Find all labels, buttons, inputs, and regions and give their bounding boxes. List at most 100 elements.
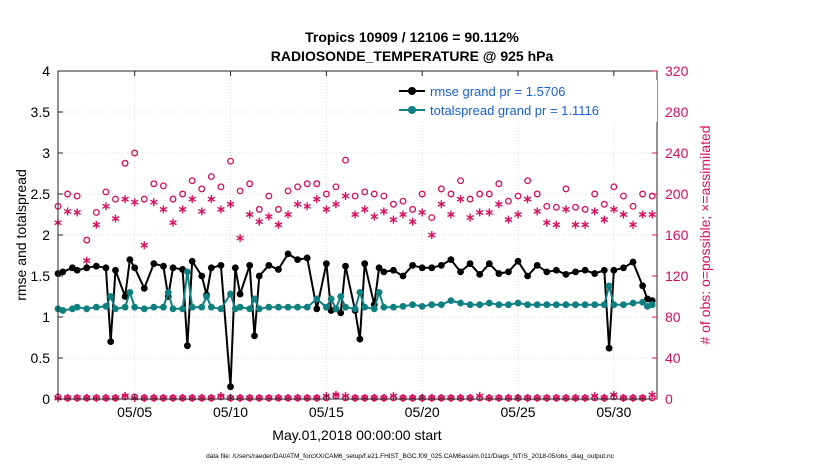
totalspread-point [203, 293, 210, 300]
obs-possible-point [591, 190, 599, 198]
x-axis-label: May.01,2018 00:00:00 start [272, 427, 442, 443]
obs-possible-point [466, 195, 474, 203]
obs-possible-point [437, 185, 445, 193]
rmse-point [303, 254, 311, 262]
obs-possible-point [389, 200, 397, 208]
rmse-point [217, 261, 225, 269]
obs-possible-point [102, 188, 110, 196]
rmse-point [59, 268, 67, 276]
obs-possible-point [188, 177, 196, 185]
obs-possible-point [246, 180, 254, 188]
obs-assimilated-point [514, 210, 522, 219]
rmse-point [476, 270, 484, 278]
y-tick-label: 3.5 [31, 104, 51, 120]
rmse-point [591, 270, 599, 277]
rmse-point [437, 261, 445, 269]
totalspread-point [428, 301, 436, 309]
y-tick-label: 0.5 [31, 350, 51, 366]
obs-possible-point [409, 205, 417, 213]
totalspread-point [505, 301, 512, 309]
obs-assimilated-point [571, 220, 580, 229]
y2-tick-label: 120 [665, 268, 689, 284]
obs-assimilated-point [284, 210, 292, 219]
obs-assimilated-point [188, 195, 196, 204]
totalspread-point [169, 305, 177, 313]
chart-subtitle: RADIOSONDE_TEMPERATURE @ 925 hPa [271, 48, 554, 64]
obs-assimilated-point [504, 215, 513, 224]
totalspread-point [620, 301, 627, 309]
totalspread-point [370, 305, 378, 313]
rmse-point [356, 335, 364, 343]
totalspread-point [361, 303, 369, 311]
obs-possible-point [620, 192, 627, 200]
totalspread-point [332, 305, 340, 313]
obs-assimilated-point [495, 200, 503, 209]
rmse-point [227, 383, 234, 391]
totalspread-point [59, 307, 67, 314]
obs-assimilated-point [255, 217, 264, 226]
y-tick-label: 3 [42, 145, 50, 161]
rmse-point [188, 257, 196, 265]
x-tick-label: 05/30 [596, 404, 631, 420]
y2-tick-label: 40 [665, 350, 681, 366]
rmse-point [126, 256, 134, 263]
obs-possible-point [284, 187, 292, 195]
totalspread-point [313, 295, 321, 303]
totalspread-point [246, 305, 254, 313]
rmse-point [131, 264, 139, 272]
rmse-point [294, 256, 301, 263]
totalspread-point [227, 290, 234, 298]
obs-assimilated-low-point [648, 390, 657, 399]
totalspread-point [524, 301, 532, 309]
obs-assimilated-point [274, 220, 283, 229]
obs-possible-point [322, 190, 330, 198]
obs-possible-point [207, 173, 215, 181]
obs-possible-point [169, 195, 177, 203]
rmse-point [83, 264, 91, 272]
obs-assimilated-point [121, 195, 129, 204]
obs-assimilated-point [590, 207, 599, 216]
obs-possible-point [131, 149, 139, 157]
y-axis-left: 0 0.5 1 1.5 2 2.5 3 3.5 4 [31, 63, 63, 407]
obs-assimilated-point [226, 200, 235, 209]
totalspread-point [121, 303, 129, 311]
rmse-point [251, 332, 258, 340]
obs-assimilated-point [140, 241, 149, 250]
totalspread-point [562, 301, 570, 309]
obs-assimilated-point [533, 207, 542, 216]
totalspread-point [552, 301, 560, 309]
totalspread-point [447, 297, 455, 304]
obs-assimilated-point [322, 205, 331, 214]
rmse-point [121, 293, 129, 300]
rmse-point [140, 284, 148, 292]
y2-tick-label: 0 [665, 391, 673, 407]
rmse-point [629, 258, 637, 266]
legend: rmse grand pr = 1.5706 totalspread grand… [395, 80, 657, 122]
obs-assimilated-point [150, 198, 158, 207]
data-file-footnote: data file: /Users/raeder/DAI/ATM_forcXX/… [206, 453, 615, 460]
y-tick-label: 0 [42, 391, 50, 407]
obs-possible-point [342, 156, 349, 164]
obs-assimilated-point [389, 215, 398, 224]
obs-possible-point [562, 185, 570, 193]
y2-tick-label: 160 [665, 227, 689, 243]
x-axis: 05/05 05/10 05/15 05/20 05/25 05/30 [117, 71, 632, 420]
totalspread-point [294, 303, 301, 311]
obs-assimilated-point [552, 220, 561, 229]
obs-possible-point [303, 180, 311, 188]
rmse-point [457, 268, 464, 276]
y-tick-label: 1 [42, 309, 50, 325]
obs-assimilated-point [427, 231, 436, 239]
obs-possible-point [64, 190, 72, 198]
totalspread-point [188, 303, 196, 311]
obs-possible-point [217, 183, 225, 191]
rmse-point [102, 264, 110, 272]
x-tick-label: 05/20 [405, 404, 440, 420]
rmse-point [380, 268, 388, 276]
totalspread-point [600, 301, 608, 309]
obs-possible-point [514, 192, 522, 200]
obs-assimilated-point [610, 205, 618, 214]
rmse-point [562, 270, 570, 278]
rmse-point [572, 268, 579, 276]
totalspread-point [648, 301, 656, 309]
